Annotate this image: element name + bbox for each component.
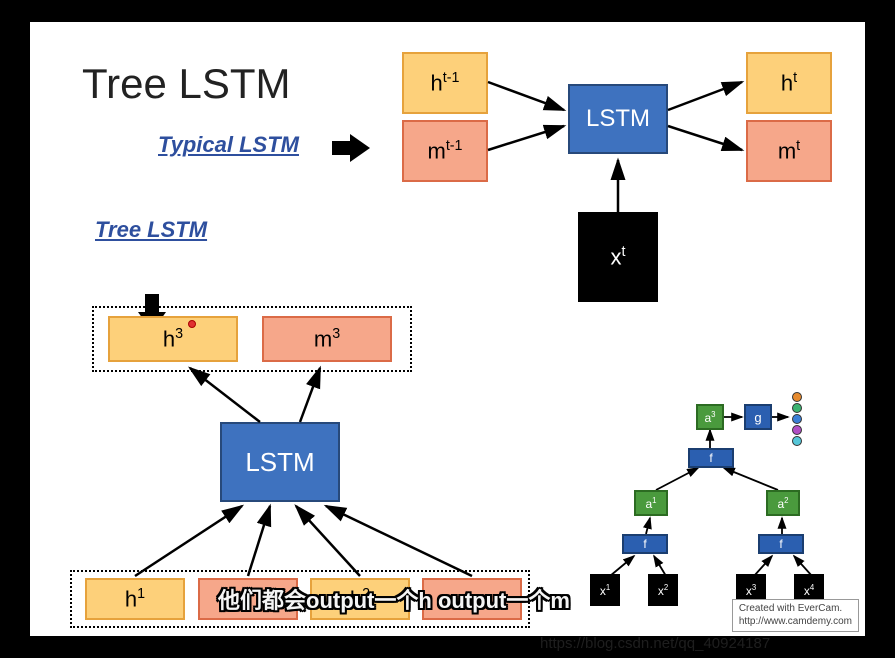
watermark: https://blog.csdn.net/qq_40924187: [540, 635, 770, 652]
label-typical-lstm: Typical LSTM: [158, 132, 299, 158]
dot-1: [792, 392, 802, 402]
h1-text: h1: [125, 586, 145, 612]
dot-3: [792, 414, 802, 424]
box-m-out: mt: [746, 120, 832, 182]
box-h3: h3: [108, 316, 238, 362]
arrow-typical-icon: [350, 134, 370, 162]
mini-output-dots: [792, 392, 802, 446]
video-caption: 他们都会output一个h output一个m: [218, 583, 570, 615]
mini-f1: f: [622, 534, 668, 554]
m-prev-text: mt-1: [427, 138, 462, 164]
box-x-input: xt: [578, 212, 658, 302]
credit-line1: Created with EverCam.: [739, 603, 852, 616]
m3-text: m3: [314, 326, 340, 352]
red-pointer-dot: [188, 320, 196, 328]
mini-f-top: f: [688, 448, 734, 468]
box-h-prev: ht-1: [402, 52, 488, 114]
lstm-tree-text: LSTM: [245, 447, 314, 478]
box-m3: m3: [262, 316, 392, 362]
mini-x1: x1: [590, 574, 620, 606]
box-m-prev: mt-1: [402, 120, 488, 182]
box-h-out: ht: [746, 52, 832, 114]
mini-f2: f: [758, 534, 804, 554]
dot-5: [792, 436, 802, 446]
dot-4: [792, 425, 802, 435]
h-prev-text: ht-1: [431, 70, 460, 96]
credit-box: Created with EverCam. http://www.camdemy…: [732, 599, 859, 632]
h3-text: h3: [163, 326, 183, 352]
x-input-text: xt: [611, 244, 626, 270]
mini-a3: a3: [696, 404, 724, 430]
box-h1: h1: [85, 578, 185, 620]
mini-x2: x2: [648, 574, 678, 606]
page-title: Tree LSTM: [82, 60, 290, 108]
mini-a2: a2: [766, 490, 800, 516]
box-lstm-main: LSTM: [568, 84, 668, 154]
label-tree-lstm: Tree LSTM: [95, 217, 207, 243]
h-out-text: ht: [781, 70, 797, 96]
dot-2: [792, 403, 802, 413]
box-lstm-tree: LSTM: [220, 422, 340, 502]
m-out-text: mt: [778, 138, 800, 164]
credit-line2: http://www.camdemy.com: [739, 616, 852, 629]
slide: Tree LSTM Typical LSTM Tree LSTM ht-1 mt…: [30, 22, 865, 636]
mini-a1: a1: [634, 490, 668, 516]
mini-g: g: [744, 404, 772, 430]
lstm-main-text: LSTM: [586, 105, 650, 133]
